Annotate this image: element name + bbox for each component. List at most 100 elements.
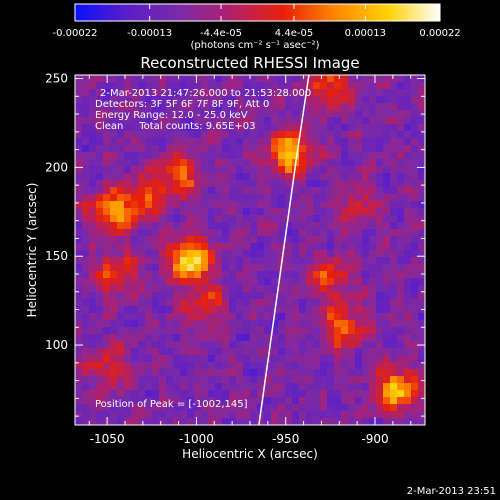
annotation-clean-counts: Clean Total counts: 9.65E+03 xyxy=(95,121,255,132)
heatmap-cell xyxy=(117,348,125,356)
heatmap-cell xyxy=(285,180,293,188)
heatmap-cell xyxy=(110,236,118,244)
heatmap-cell xyxy=(82,271,90,279)
heatmap-cell xyxy=(187,278,195,286)
heatmap-cell xyxy=(404,362,412,370)
heatmap-cell xyxy=(229,96,237,104)
heatmap-cell xyxy=(159,180,167,188)
heatmap-cell xyxy=(418,390,425,398)
heatmap-cell xyxy=(313,180,321,188)
heatmap-cell xyxy=(285,271,293,279)
heatmap-cell xyxy=(383,362,391,370)
heatmap-cell xyxy=(173,404,181,412)
heatmap-cell xyxy=(397,383,405,391)
heatmap-cell xyxy=(348,383,356,391)
heatmap-cell xyxy=(285,103,293,111)
heatmap-cell xyxy=(313,145,321,153)
heatmap-cell xyxy=(117,124,125,132)
heatmap-cell xyxy=(250,187,258,195)
heatmap-cell xyxy=(222,271,230,279)
heatmap-cell xyxy=(124,397,132,405)
heatmap-cell xyxy=(117,327,125,335)
heatmap-cell xyxy=(215,96,223,104)
heatmap-cell xyxy=(180,327,188,335)
heatmap-cell xyxy=(306,89,314,97)
heatmap-cell xyxy=(369,236,377,244)
heatmap-cell xyxy=(243,243,251,251)
heatmap-cell xyxy=(222,215,230,223)
heatmap-cell xyxy=(236,341,244,349)
heatmap-cell xyxy=(320,411,328,419)
heatmap-cell xyxy=(320,201,328,209)
heatmap-cell xyxy=(397,278,405,286)
heatmap-cell xyxy=(264,89,272,97)
heatmap-cell xyxy=(383,103,391,111)
heatmap-cell xyxy=(124,383,132,391)
heatmap-cell xyxy=(250,138,258,146)
heatmap-cell xyxy=(390,82,398,90)
heatmap-cell xyxy=(348,306,356,314)
heatmap-cell xyxy=(271,376,279,384)
heatmap-cell xyxy=(327,159,335,167)
heatmap-cell xyxy=(124,131,132,139)
heatmap-cell xyxy=(96,138,104,146)
heatmap-cell xyxy=(404,271,412,279)
heatmap-cell xyxy=(208,103,216,111)
heatmap-cell xyxy=(138,124,146,132)
heatmap-cell xyxy=(376,397,384,405)
heatmap-cell xyxy=(82,257,90,265)
heatmap-cell xyxy=(376,194,384,202)
heatmap-cell xyxy=(201,271,209,279)
heatmap-cell xyxy=(264,250,272,258)
heatmap-cell xyxy=(201,313,209,321)
heatmap-cell xyxy=(215,250,223,258)
heatmap-cell xyxy=(257,341,265,349)
heatmap-cell xyxy=(229,187,237,195)
colorbar-tick-label: -0.00013 xyxy=(127,28,172,39)
heatmap-cell xyxy=(334,82,342,90)
heatmap-cell xyxy=(355,376,363,384)
heatmap-cell xyxy=(313,369,321,377)
heatmap-cell xyxy=(341,355,349,363)
heatmap-cell xyxy=(187,145,195,153)
heatmap-cell xyxy=(180,306,188,314)
heatmap-cell xyxy=(278,285,286,293)
heatmap-cell xyxy=(390,355,398,363)
heatmap-cell xyxy=(383,194,391,202)
heatmap-cell xyxy=(138,138,146,146)
heatmap-cell xyxy=(327,208,335,216)
heatmap-cell xyxy=(194,75,202,83)
heatmap-cell xyxy=(264,159,272,167)
heatmap-cell xyxy=(383,348,391,356)
heatmap-cell xyxy=(390,138,398,146)
heatmap-cell xyxy=(117,110,125,118)
heatmap-cell xyxy=(117,159,125,167)
heatmap-cell xyxy=(96,327,104,335)
heatmap-cell xyxy=(75,229,83,237)
heatmap-cell xyxy=(390,397,398,405)
heatmap-cell xyxy=(159,159,167,167)
heatmap-cell xyxy=(229,320,237,328)
heatmap-cell xyxy=(222,152,230,160)
heatmap-cell xyxy=(278,159,286,167)
heatmap-cell xyxy=(194,250,202,258)
heatmap-cell xyxy=(138,292,146,300)
heatmap-cell xyxy=(418,208,425,216)
heatmap-cell xyxy=(229,243,237,251)
heatmap-cell xyxy=(82,201,90,209)
heatmap-cell xyxy=(418,327,425,335)
heatmap-cell xyxy=(390,250,398,258)
heatmap-cell xyxy=(180,376,188,384)
heatmap-cell xyxy=(390,264,398,272)
heatmap-cell xyxy=(243,390,251,398)
heatmap-cell xyxy=(236,166,244,174)
heatmap-cell xyxy=(194,306,202,314)
heatmap-cell xyxy=(117,341,125,349)
heatmap-cell xyxy=(124,411,132,419)
heatmap-cell xyxy=(369,418,377,425)
heatmap-cell xyxy=(131,236,139,244)
heatmap-cell xyxy=(383,222,391,230)
heatmap-cell xyxy=(278,271,286,279)
heatmap-cell xyxy=(103,278,111,286)
heatmap-cell xyxy=(131,131,139,139)
